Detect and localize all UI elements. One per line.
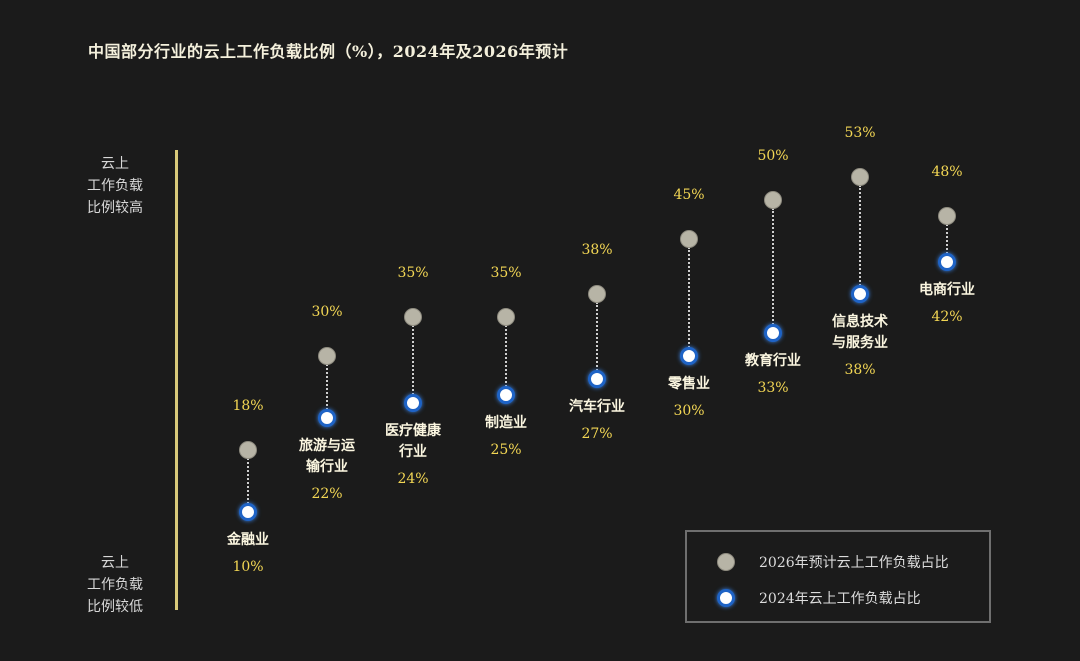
label-2024: 22%: [311, 486, 343, 503]
legend-swatch-2026: [717, 553, 735, 571]
connector-line: [326, 364, 328, 411]
label-2024: 24%: [397, 470, 429, 487]
connector-line: [505, 325, 507, 387]
category-label-line: 输行业: [306, 459, 348, 476]
label-2026: 48%: [931, 163, 963, 180]
legend: 2026年预计云上工作负载占比 2024年云上工作负载占比: [685, 530, 991, 623]
category-label: 汽车行业: [569, 397, 625, 418]
category-label-line: 金融业: [227, 532, 269, 548]
y-axis-top-label-line: 工作负载: [87, 178, 143, 194]
category-label: 旅游与运 输行业: [299, 436, 355, 478]
connector-line: [596, 301, 598, 372]
point-2024: [680, 347, 698, 365]
y-axis-bottom-label-line: 云上: [101, 555, 129, 571]
category-label-line: 信息技术: [832, 313, 888, 330]
y-axis-bottom-label: 云上 工作负载 比例较低: [70, 552, 160, 618]
category-label: 金融业: [227, 530, 269, 551]
point-2026: [851, 167, 869, 186]
label-2024: 10%: [232, 559, 264, 575]
label-2026: 38%: [581, 241, 613, 258]
label-2026: 50%: [757, 148, 789, 164]
category-label-line: 旅游与运: [299, 438, 355, 455]
point-2026: [497, 308, 515, 326]
label-2024: 42%: [931, 309, 963, 326]
connector-line: [688, 247, 690, 348]
connector-line: [946, 223, 948, 255]
legend-item-2024: 2024年云上工作负载占比: [717, 588, 921, 608]
point-2026: [938, 206, 956, 225]
legend-item-2026: 2026年预计云上工作负载占比: [717, 552, 949, 572]
label-2026: 35%: [490, 265, 522, 281]
point-2024: [938, 253, 956, 272]
category-label: 医疗健康 行业: [385, 421, 441, 463]
category-label: 制造业: [485, 413, 527, 434]
point-2026: [764, 191, 782, 209]
legend-label-2024: 2024年云上工作负载占比: [759, 591, 921, 607]
label-2026: 18%: [232, 397, 264, 414]
y-axis-top-label-line: 云上: [101, 156, 129, 172]
chart-title: 中国部分行业的云上工作负载比例（%），2024年及2026年预计: [88, 42, 569, 61]
category-label-line: 汽车行业: [569, 399, 625, 416]
point-2026: [404, 308, 422, 326]
label-2026: 30%: [311, 304, 343, 320]
point-2024: [404, 393, 422, 412]
label-2024: 38%: [844, 361, 876, 378]
point-2026: [318, 347, 336, 365]
point-2026: [680, 230, 698, 248]
category-label-line: 行业: [399, 443, 427, 460]
point-2024: [588, 370, 606, 389]
category-label-line: 教育行业: [745, 352, 801, 369]
connector-line: [859, 184, 861, 286]
category-label-line: 医疗健康: [385, 422, 441, 439]
connector-line: [772, 208, 774, 325]
label-2024: 30%: [673, 403, 705, 419]
label-2026: 35%: [397, 265, 429, 281]
point-2024: [239, 503, 257, 521]
category-label: 教育行业: [745, 351, 801, 372]
category-label-line: 与服务业: [832, 334, 888, 351]
point-2024: [318, 409, 336, 428]
category-label-line: 电商行业: [919, 282, 975, 299]
connector-line: [247, 457, 249, 504]
point-2026: [588, 284, 606, 303]
y-axis-top-label-line: 比例较高: [87, 200, 143, 216]
label-2024: 25%: [490, 442, 522, 458]
label-2026: 53%: [844, 124, 876, 141]
category-label-line: 制造业: [485, 415, 527, 431]
y-axis-line: [175, 150, 178, 610]
y-axis-bottom-label-line: 比例较低: [87, 599, 143, 615]
label-2026: 45%: [673, 187, 705, 203]
label-2024: 33%: [757, 379, 789, 396]
connector-line: [412, 325, 414, 395]
point-2024: [764, 323, 782, 342]
point-2024: [497, 386, 515, 404]
legend-label-2026: 2026年预计云上工作负载占比: [759, 555, 949, 571]
y-axis-top-label: 云上 工作负载 比例较高: [70, 153, 160, 219]
y-axis-bottom-label-line: 工作负载: [87, 577, 143, 593]
legend-swatch-2024: [717, 589, 735, 607]
category-label: 信息技术 与服务业: [832, 312, 888, 354]
category-label: 零售业: [668, 374, 710, 395]
point-2024: [851, 284, 869, 303]
category-label-line: 零售业: [668, 376, 710, 392]
category-label: 电商行业: [919, 280, 975, 301]
label-2024: 27%: [581, 426, 613, 443]
point-2026: [239, 440, 257, 459]
